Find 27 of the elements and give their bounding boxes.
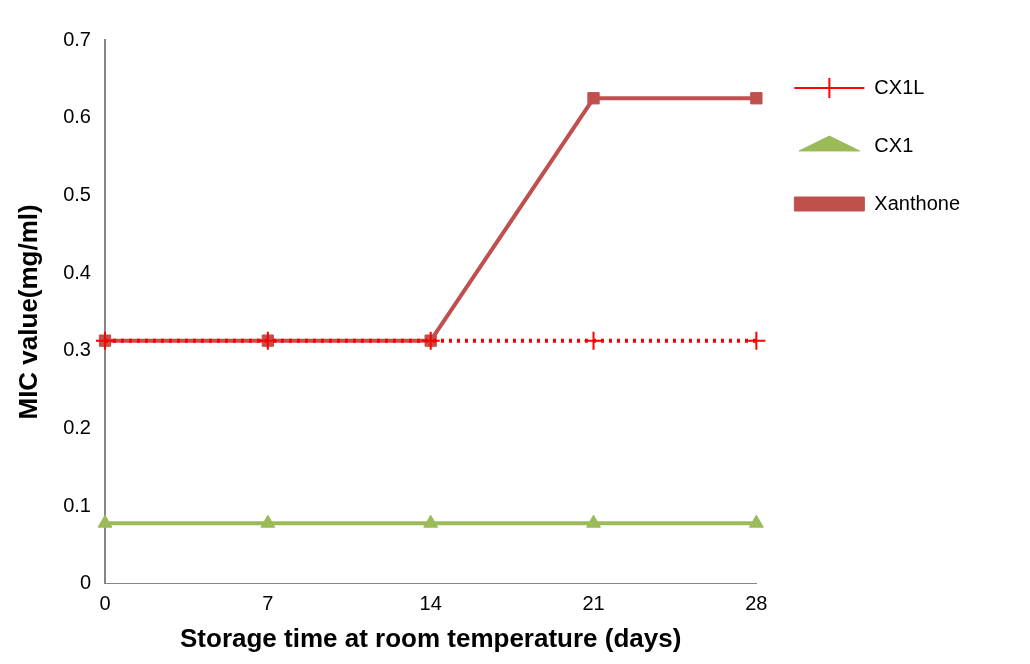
point — [583, 330, 604, 351]
point — [746, 330, 767, 351]
legend-label: Xanthone — [874, 191, 961, 214]
x-tick-label: 14 — [419, 592, 442, 615]
y-tick-label: 0.4 — [63, 260, 91, 283]
x-tick-label: 28 — [745, 592, 768, 615]
y-axis-title: MIC value(mg/ml) — [12, 204, 43, 420]
x-axis-title: Storage time at room temperature (days) — [180, 622, 682, 653]
point — [586, 514, 601, 528]
point — [748, 514, 764, 528]
point — [587, 92, 600, 105]
y-tick-label: 0.2 — [63, 415, 91, 438]
point — [750, 92, 763, 105]
x-tick-label: 21 — [582, 592, 605, 615]
y-tick-label: 0.5 — [63, 182, 91, 205]
y-tick-label: 0.7 — [63, 27, 91, 50]
y-tick-label: 0.3 — [63, 338, 91, 361]
y-tick-label: 0.6 — [63, 105, 91, 128]
point — [97, 514, 113, 528]
y-tick-label: 0 — [79, 571, 91, 594]
legend-label: CX1L — [874, 75, 925, 98]
legend-label: CX1 — [874, 133, 914, 156]
x-tick-label: 0 — [99, 592, 111, 615]
point — [423, 514, 439, 528]
point — [260, 514, 276, 528]
x-tick-label: 7 — [262, 592, 274, 615]
y-tick-label: 0.1 — [63, 493, 91, 516]
